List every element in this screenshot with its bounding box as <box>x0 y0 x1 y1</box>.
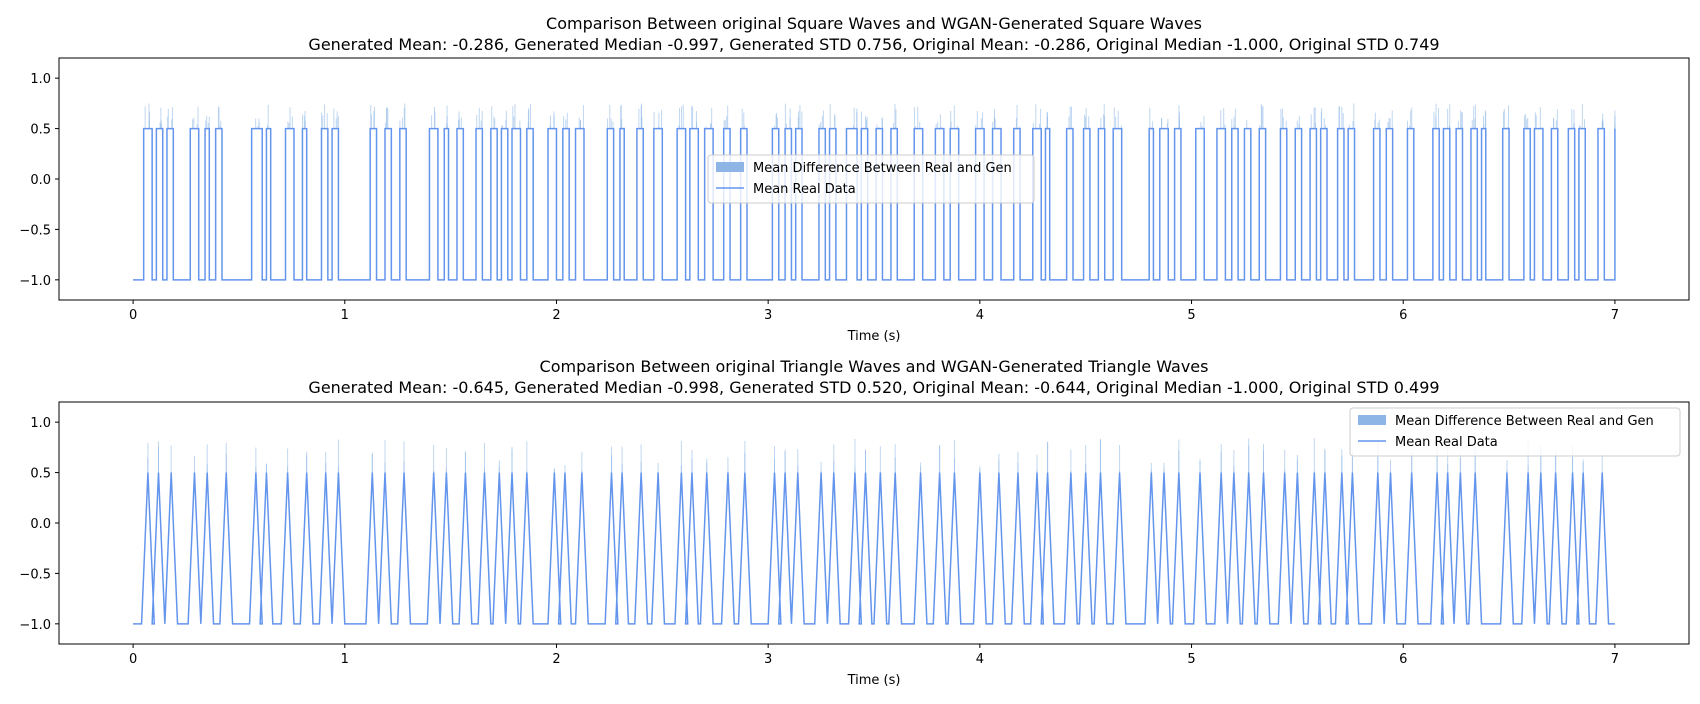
chart-square-waves: Comparison Between original Square Waves… <box>19 14 1690 344</box>
x-tick-label: 0 <box>129 652 137 667</box>
x-tick-label: 6 <box>1399 308 1407 323</box>
x-tick-label: 7 <box>1611 652 1619 667</box>
difference-band <box>147 438 1603 473</box>
legend-box <box>707 154 1035 204</box>
legend-box <box>1349 407 1681 457</box>
x-tick-label: 4 <box>976 652 984 667</box>
x-tick-label: 3 <box>764 652 772 667</box>
chart-title: Comparison Between original Triangle Wav… <box>540 357 1209 376</box>
chart-title: Comparison Between original Square Waves… <box>546 14 1202 33</box>
y-axis-ticks: −1.0 −0.5 0.0 0.5 1.0 <box>19 416 59 633</box>
x-axis-ticks: 0 1 2 3 4 5 6 7 <box>129 644 1619 667</box>
legend-swatch-fill <box>1358 415 1386 425</box>
mean-real-data-line <box>133 127 1616 281</box>
y-tick-label: −1.0 <box>19 618 51 633</box>
chart-subtitle: Generated Mean: -0.645, Generated Median… <box>308 378 1439 397</box>
x-tick-label: 2 <box>552 652 560 667</box>
x-tick-label: 2 <box>552 308 560 323</box>
y-tick-label: 1.0 <box>30 72 51 87</box>
difference-band <box>144 103 1616 129</box>
x-tick-label: 3 <box>764 308 772 323</box>
x-tick-label: 4 <box>976 308 984 323</box>
x-tick-label: 1 <box>341 652 349 667</box>
legend-swatch-fill <box>716 162 744 172</box>
y-axis-ticks: −1.0 −0.5 0.0 0.5 1.0 <box>19 72 59 289</box>
y-tick-label: 0.5 <box>30 467 51 482</box>
legend-label-difference: Mean Difference Between Real and Gen <box>1395 414 1654 429</box>
legend-label-real: Mean Real Data <box>1395 435 1498 450</box>
legend-label-real: Mean Real Data <box>753 182 856 197</box>
x-tick-label: 0 <box>129 308 137 323</box>
y-tick-label: 1.0 <box>30 416 51 431</box>
y-tick-label: −0.5 <box>19 567 51 582</box>
x-tick-label: 5 <box>1187 308 1195 323</box>
legend: Mean Difference Between Real and Gen Mea… <box>1349 407 1681 457</box>
x-tick-label: 5 <box>1187 652 1195 667</box>
x-tick-label: 6 <box>1399 652 1407 667</box>
plot-area <box>133 103 1616 281</box>
x-tick-label: 7 <box>1611 308 1619 323</box>
x-axis-label: Time (s) <box>847 673 901 688</box>
y-tick-label: −1.0 <box>19 274 51 289</box>
y-tick-label: 0.0 <box>30 517 51 532</box>
plot-area <box>133 438 1615 625</box>
mean-real-data-line <box>133 472 1615 625</box>
chart-subtitle: Generated Mean: -0.286, Generated Median… <box>308 35 1439 54</box>
x-axis-label: Time (s) <box>847 329 901 344</box>
x-tick-label: 1 <box>341 308 349 323</box>
y-tick-label: 0.5 <box>30 123 51 138</box>
x-axis-ticks: 0 1 2 3 4 5 6 7 <box>129 300 1619 323</box>
chart-triangle-waves: Comparison Between original Triangle Wav… <box>19 357 1690 688</box>
legend-label-difference: Mean Difference Between Real and Gen <box>753 161 1012 176</box>
y-tick-label: 0.0 <box>30 173 51 188</box>
legend: Mean Difference Between Real and Gen Mea… <box>707 154 1035 204</box>
y-tick-label: −0.5 <box>19 223 51 238</box>
